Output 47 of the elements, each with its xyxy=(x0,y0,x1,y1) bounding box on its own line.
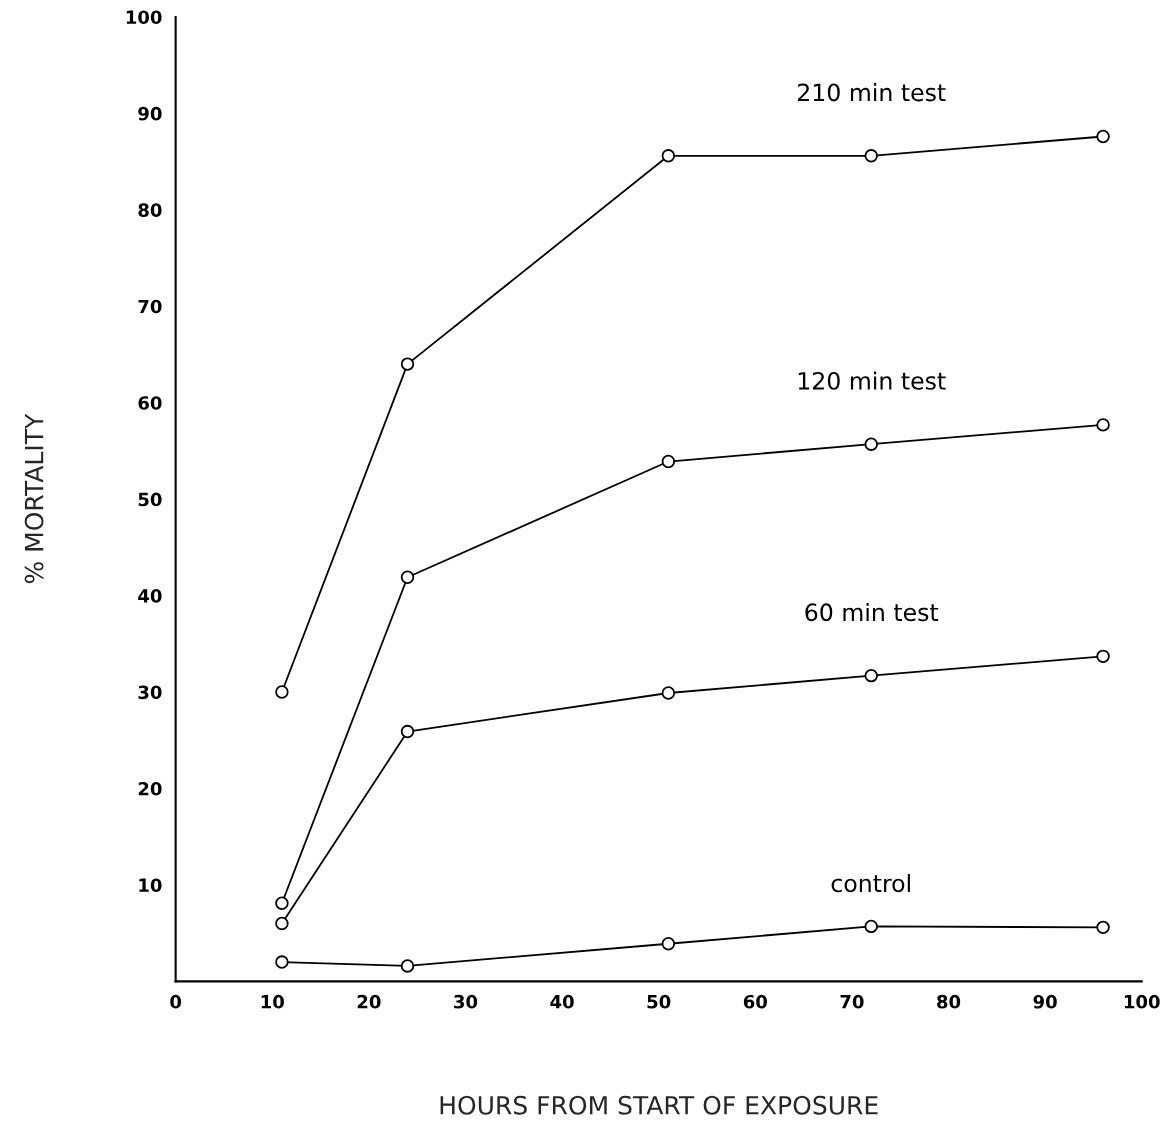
x-tick-label: 80 xyxy=(937,994,961,1009)
x-tick-label: 50 xyxy=(647,994,671,1009)
point xyxy=(400,724,415,739)
text: 120 min test xyxy=(798,371,946,390)
x-tick-label: 90 xyxy=(1033,994,1057,1009)
x-axis-title: HOURS FROM START OF EXPOSURE xyxy=(440,1095,878,1115)
point xyxy=(864,437,878,451)
point xyxy=(400,570,415,584)
point xyxy=(1096,920,1110,935)
y-tick-label: 70 xyxy=(138,299,162,314)
point xyxy=(661,149,676,163)
series-label: control xyxy=(831,873,910,893)
y-tick-label: 90 xyxy=(138,106,162,121)
point xyxy=(400,959,415,973)
text: 210 min test xyxy=(797,83,946,102)
point xyxy=(864,919,878,934)
point xyxy=(275,916,289,931)
x-tick-label: 30 xyxy=(454,994,478,1009)
point xyxy=(275,955,289,969)
point xyxy=(275,685,289,699)
x-tick-label: 100 xyxy=(1124,994,1160,1009)
point xyxy=(1096,649,1110,664)
y-tick-label: 60 xyxy=(138,396,162,410)
y-axis-title: % MORTALITY xyxy=(24,413,44,584)
point xyxy=(864,668,878,683)
point xyxy=(400,357,415,371)
x-tick-label: 60 xyxy=(743,994,767,1009)
y-tick-label: 80 xyxy=(138,203,162,217)
point xyxy=(864,149,878,163)
y-tick-label: 30 xyxy=(138,685,162,700)
x-tick-label: 20 xyxy=(357,994,381,1009)
x-tick-label: 0 xyxy=(170,994,182,1009)
x-tick-label: 10 xyxy=(261,994,284,1009)
point xyxy=(1096,418,1110,432)
text: 60 min test xyxy=(805,602,939,622)
y-tick-label: 100 xyxy=(126,10,162,25)
point xyxy=(1096,129,1110,144)
y-tick-label: 20 xyxy=(138,781,162,796)
point xyxy=(661,937,676,951)
x-tick-label: 70 xyxy=(840,994,864,1009)
point xyxy=(275,896,289,910)
point xyxy=(661,454,676,469)
y-tick-label: 10 xyxy=(139,878,162,893)
y-tick-label: 40 xyxy=(138,589,162,603)
x-tick-label: 40 xyxy=(550,994,574,1009)
point xyxy=(661,686,676,700)
y-tick-label: 50 xyxy=(138,492,162,507)
